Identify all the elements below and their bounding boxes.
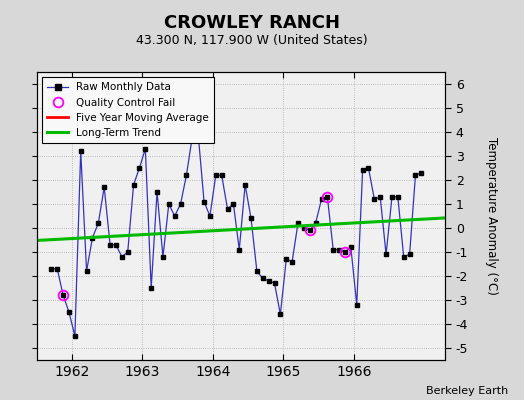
Text: Berkeley Earth: Berkeley Earth	[426, 386, 508, 396]
Text: 43.300 N, 117.900 W (United States): 43.300 N, 117.900 W (United States)	[136, 34, 367, 47]
Legend: Raw Monthly Data, Quality Control Fail, Five Year Moving Average, Long-Term Tren: Raw Monthly Data, Quality Control Fail, …	[42, 77, 214, 143]
Text: CROWLEY RANCH: CROWLEY RANCH	[163, 14, 340, 32]
Y-axis label: Temperature Anomaly (°C): Temperature Anomaly (°C)	[485, 137, 498, 295]
